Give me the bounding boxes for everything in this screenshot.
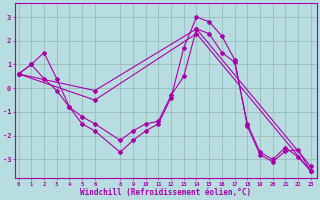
X-axis label: Windchill (Refroidissement éolien,°C): Windchill (Refroidissement éolien,°C) [80,188,252,197]
